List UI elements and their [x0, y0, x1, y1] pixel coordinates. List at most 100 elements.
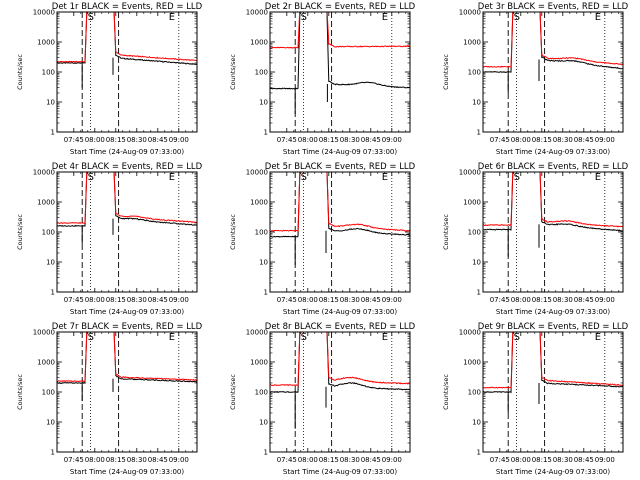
- x-axis-label: Start Time (24-Aug-09 07:33:00): [283, 308, 397, 316]
- lld-line: [57, 332, 197, 383]
- y-tick-label: 10000: [246, 329, 268, 337]
- y-tick-label: 10: [46, 419, 55, 427]
- plot-frame: [269, 11, 411, 133]
- detector-panel-2: Det 2r BLACK = Events, RED = LLD Counts/s…: [229, 2, 416, 156]
- y-tick-label: 10: [259, 99, 268, 107]
- start-marker: S: [301, 12, 307, 23]
- x-tick-label: 08:15: [319, 136, 339, 144]
- x-tick-label: 09:00: [595, 456, 615, 464]
- x-tick-label: 08:15: [106, 136, 126, 144]
- y-tick-label: 1: [51, 449, 55, 457]
- x-tick-label: 08:45: [574, 456, 594, 464]
- y-tick-label: 1000: [463, 39, 481, 47]
- x-tick-label: 08:45: [361, 136, 381, 144]
- plot-frame: [482, 11, 624, 133]
- plot-frame: [56, 11, 198, 133]
- plot-frame: [482, 331, 624, 453]
- x-tick-label: 09:00: [169, 456, 189, 464]
- lld-line: [270, 332, 410, 387]
- y-axis-label: Counts/sec: [229, 54, 237, 90]
- plot-frame: [269, 331, 411, 453]
- panel-title: Det 9r BLACK = Events, RED = LLD: [478, 322, 629, 332]
- x-tick-label: 08:45: [148, 136, 168, 144]
- x-tick-label: 07:45: [490, 136, 510, 144]
- x-tick-label: 09:00: [382, 456, 402, 464]
- y-axis-label: Counts/sec: [16, 54, 24, 90]
- traces: [483, 12, 623, 93]
- y-tick-label: 100: [255, 229, 268, 237]
- detector-panel-4: Det 4r BLACK = Events, RED = LLD Counts/s…: [16, 162, 203, 316]
- end-marker: E: [382, 12, 388, 23]
- panel-title: Det 1r BLACK = Events, RED = LLD: [52, 2, 203, 12]
- x-tick-label: 08:00: [511, 456, 531, 464]
- x-tick-label: 07:45: [64, 136, 84, 144]
- y-tick-label: 100: [42, 229, 55, 237]
- x-axis-label: Start Time (24-Aug-09 07:33:00): [496, 308, 610, 316]
- y-tick-label: 10000: [33, 169, 55, 177]
- x-tick-label: 08:45: [574, 136, 594, 144]
- lld-line: [483, 172, 623, 228]
- detector-panel-9: Det 9r BLACK = Events, RED = LLD Counts/s…: [442, 322, 629, 476]
- y-axis-label: Counts/sec: [229, 374, 237, 410]
- traces: [57, 332, 197, 402]
- y-tick-label: 1: [264, 129, 268, 137]
- x-axis-label: Start Time (24-Aug-09 07:33:00): [283, 148, 397, 156]
- events-line: [57, 12, 197, 66]
- x-tick-label: 07:45: [277, 296, 297, 304]
- y-tick-label: 1: [477, 129, 481, 137]
- events-line: [270, 172, 410, 238]
- events-line: [57, 332, 197, 384]
- x-axis-label: Start Time (24-Aug-09 07:33:00): [70, 148, 184, 156]
- y-tick-label: 1: [477, 449, 481, 457]
- events-line: [483, 172, 623, 232]
- x-axis-label: Start Time (24-Aug-09 07:33:00): [70, 468, 184, 476]
- y-tick-label: 1: [51, 289, 55, 297]
- x-tick-label: 08:30: [553, 296, 573, 304]
- x-tick-label: 08:00: [85, 456, 105, 464]
- y-tick-label: 1000: [250, 199, 268, 207]
- y-tick-label: 10000: [459, 9, 481, 17]
- x-tick-label: 08:15: [532, 456, 552, 464]
- traces: [483, 332, 623, 413]
- end-marker: E: [169, 172, 175, 183]
- end-marker: E: [595, 332, 601, 343]
- x-tick-label: 08:00: [85, 296, 105, 304]
- x-tick-label: 07:45: [277, 136, 297, 144]
- x-tick-label: 07:45: [277, 456, 297, 464]
- y-tick-label: 1: [264, 289, 268, 297]
- panel-title: Det 6r BLACK = Events, RED = LLD: [478, 162, 629, 172]
- traces: [270, 332, 410, 429]
- x-tick-label: 08:45: [574, 296, 594, 304]
- y-tick-label: 100: [468, 389, 481, 397]
- x-tick-label: 09:00: [169, 296, 189, 304]
- x-tick-label: 07:45: [64, 456, 84, 464]
- y-axis-label: Counts/sec: [442, 54, 450, 90]
- y-tick-label: 10: [46, 259, 55, 267]
- lld-line: [57, 12, 197, 63]
- x-tick-label: 08:30: [340, 296, 360, 304]
- x-tick-label: 08:30: [127, 296, 147, 304]
- detector-panel-6: Det 6r BLACK = Events, RED = LLD Counts/s…: [442, 162, 629, 316]
- events-line: [483, 12, 623, 74]
- detector-panel-8: Det 8r BLACK = Events, RED = LLD Counts/s…: [229, 322, 416, 476]
- start-marker: S: [301, 172, 307, 183]
- y-tick-label: 10000: [33, 329, 55, 337]
- plot-frame: [269, 171, 411, 293]
- panel-title: Det 7r BLACK = Events, RED = LLD: [52, 322, 203, 332]
- x-axis-label: Start Time (24-Aug-09 07:33:00): [283, 468, 397, 476]
- traces: [270, 12, 410, 114]
- panel-title: Det 3r BLACK = Events, RED = LLD: [478, 2, 629, 12]
- start-marker: S: [514, 332, 520, 343]
- x-tick-label: 08:30: [340, 456, 360, 464]
- detector-panel-1: Det 1r BLACK = Events, RED = LLD Counts/s…: [16, 2, 203, 156]
- y-tick-label: 1: [51, 129, 55, 137]
- y-tick-label: 10000: [246, 9, 268, 17]
- x-tick-label: 07:45: [490, 296, 510, 304]
- x-tick-label: 08:45: [148, 456, 168, 464]
- start-marker: S: [88, 172, 94, 183]
- y-tick-label: 100: [42, 69, 55, 77]
- lld-line: [270, 172, 410, 232]
- y-tick-label: 10000: [246, 169, 268, 177]
- end-marker: E: [595, 12, 601, 23]
